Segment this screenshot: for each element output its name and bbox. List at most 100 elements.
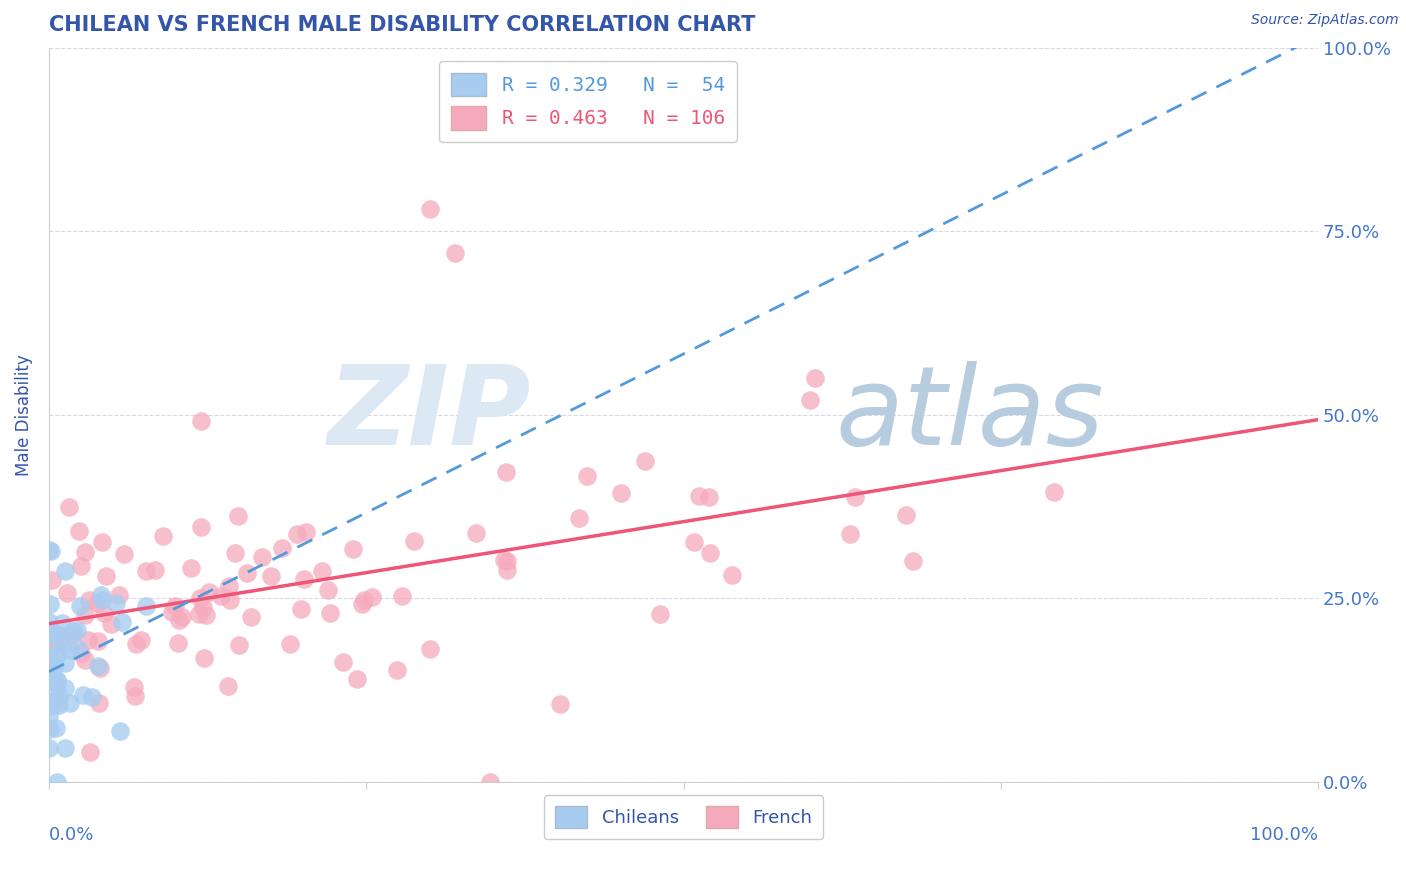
Point — [41, 661, 63, 675]
Point — [48, 698, 70, 712]
Point — [44, 657, 66, 672]
Legend: Chileans, French: Chileans, French — [544, 796, 824, 839]
Point — [69, 599, 91, 613]
Point — [252, 549, 274, 564]
Point — [45, 673, 67, 687]
Point — [41, 673, 63, 688]
Point — [48, 628, 70, 642]
Point — [319, 606, 342, 620]
Y-axis label: Male Disability: Male Disability — [15, 354, 32, 475]
Text: ZIP: ZIP — [328, 361, 531, 468]
Point — [51, 616, 73, 631]
Point — [39, 649, 62, 664]
Point — [160, 606, 183, 620]
Point — [492, 553, 515, 567]
Point — [38, 708, 60, 723]
Point — [87, 696, 110, 710]
Point — [105, 596, 128, 610]
Point — [39, 656, 62, 670]
Point — [575, 468, 598, 483]
Point — [721, 567, 744, 582]
Point — [75, 544, 97, 558]
Point — [135, 599, 157, 613]
Point — [38, 651, 60, 665]
Text: 100.0%: 100.0% — [1250, 826, 1319, 844]
Point — [53, 681, 76, 696]
Point — [295, 524, 318, 539]
Point — [496, 563, 519, 577]
Point — [41, 625, 63, 640]
Point — [495, 465, 517, 479]
Point — [190, 414, 212, 428]
Point — [548, 697, 571, 711]
Point — [568, 511, 591, 525]
Point — [610, 485, 633, 500]
Point — [42, 671, 65, 685]
Point — [129, 632, 152, 647]
Point — [135, 564, 157, 578]
Point — [292, 572, 315, 586]
Point — [402, 533, 425, 548]
Point — [100, 616, 122, 631]
Point — [38, 671, 60, 685]
Point — [86, 633, 108, 648]
Point — [45, 673, 67, 688]
Point — [45, 721, 67, 735]
Point — [193, 600, 215, 615]
Point — [464, 525, 486, 540]
Point — [198, 585, 221, 599]
Point — [240, 610, 263, 624]
Point — [180, 560, 202, 574]
Point — [90, 534, 112, 549]
Point — [112, 547, 135, 561]
Point — [385, 663, 408, 677]
Point — [38, 648, 60, 663]
Point — [219, 593, 242, 607]
Point — [107, 588, 129, 602]
Point — [53, 741, 76, 756]
Point — [478, 775, 501, 789]
Point — [67, 524, 90, 538]
Point — [682, 535, 704, 549]
Point — [89, 661, 111, 675]
Point — [56, 586, 79, 600]
Text: 0.0%: 0.0% — [49, 826, 94, 844]
Point — [224, 546, 246, 560]
Point — [48, 690, 70, 705]
Point — [72, 688, 94, 702]
Point — [350, 597, 373, 611]
Point — [361, 590, 384, 604]
Point — [278, 637, 301, 651]
Point — [41, 694, 63, 708]
Point — [172, 610, 194, 624]
Point — [391, 589, 413, 603]
Point — [62, 624, 84, 638]
Point — [89, 588, 111, 602]
Point — [419, 202, 441, 217]
Point — [38, 673, 60, 687]
Point — [228, 638, 250, 652]
Point — [80, 690, 103, 704]
Point — [38, 615, 60, 629]
Point — [59, 696, 82, 710]
Point — [38, 658, 60, 673]
Point — [53, 564, 76, 578]
Point — [633, 454, 655, 468]
Point — [894, 508, 917, 522]
Point — [342, 541, 364, 556]
Point — [143, 563, 166, 577]
Point — [39, 723, 62, 737]
Point — [316, 582, 339, 597]
Point — [218, 579, 240, 593]
Point — [45, 648, 67, 662]
Point — [46, 637, 69, 651]
Point — [42, 628, 65, 642]
Point — [58, 500, 80, 514]
Point — [75, 653, 97, 667]
Point — [77, 592, 100, 607]
Point — [285, 527, 308, 541]
Point — [96, 569, 118, 583]
Point — [45, 775, 67, 789]
Point — [804, 371, 827, 385]
Point — [194, 607, 217, 622]
